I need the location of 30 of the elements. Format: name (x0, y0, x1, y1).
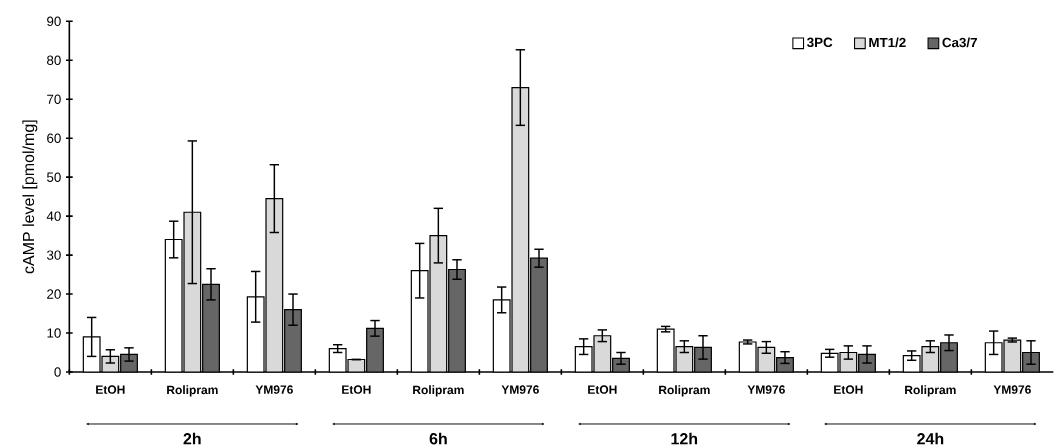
text: 6h (429, 432, 447, 445)
legend-label: 3PC (807, 37, 833, 48)
x-tick-label: YM976 (255, 385, 293, 394)
legend-label: MT1/2 (869, 37, 906, 48)
text: 2h (183, 432, 201, 445)
x-tick-label: Rolipram (413, 385, 464, 397)
y-axis-title: cAMP level [pmol/mg] (22, 120, 38, 274)
legend-label: Ca3/7 (942, 37, 977, 48)
x-tick-label: YM976 (747, 385, 785, 394)
x-tick-label: Rolipram (167, 385, 218, 397)
x-tick-label: EtOH (834, 385, 863, 394)
text: 24h (917, 432, 944, 445)
y-tick-label: 20 (47, 289, 61, 299)
x-tick-label: EtOH (588, 385, 617, 394)
y-tick-label: 70 (47, 94, 61, 104)
y-tick-label: 10 (47, 328, 61, 338)
text: 12h (671, 432, 698, 445)
x-tick-label: Rolipram (659, 385, 710, 397)
y-tick-label: 0 (54, 367, 61, 377)
x-tick-label: EtOH (342, 385, 371, 394)
y-tick-label: 50 (47, 172, 61, 182)
x-tick-label: EtOH (96, 385, 125, 394)
y-tick-label: 90 (47, 16, 61, 27)
x-tick-label: YM976 (501, 385, 539, 394)
y-tick-label: 40 (46, 211, 61, 221)
x-tick-label: Rolipram (905, 385, 956, 397)
y-tick-label: 60 (47, 133, 61, 143)
y-tick-label: 80 (47, 55, 61, 65)
x-tick-label: YM976 (993, 385, 1031, 394)
y-tick-label: 30 (46, 250, 61, 260)
